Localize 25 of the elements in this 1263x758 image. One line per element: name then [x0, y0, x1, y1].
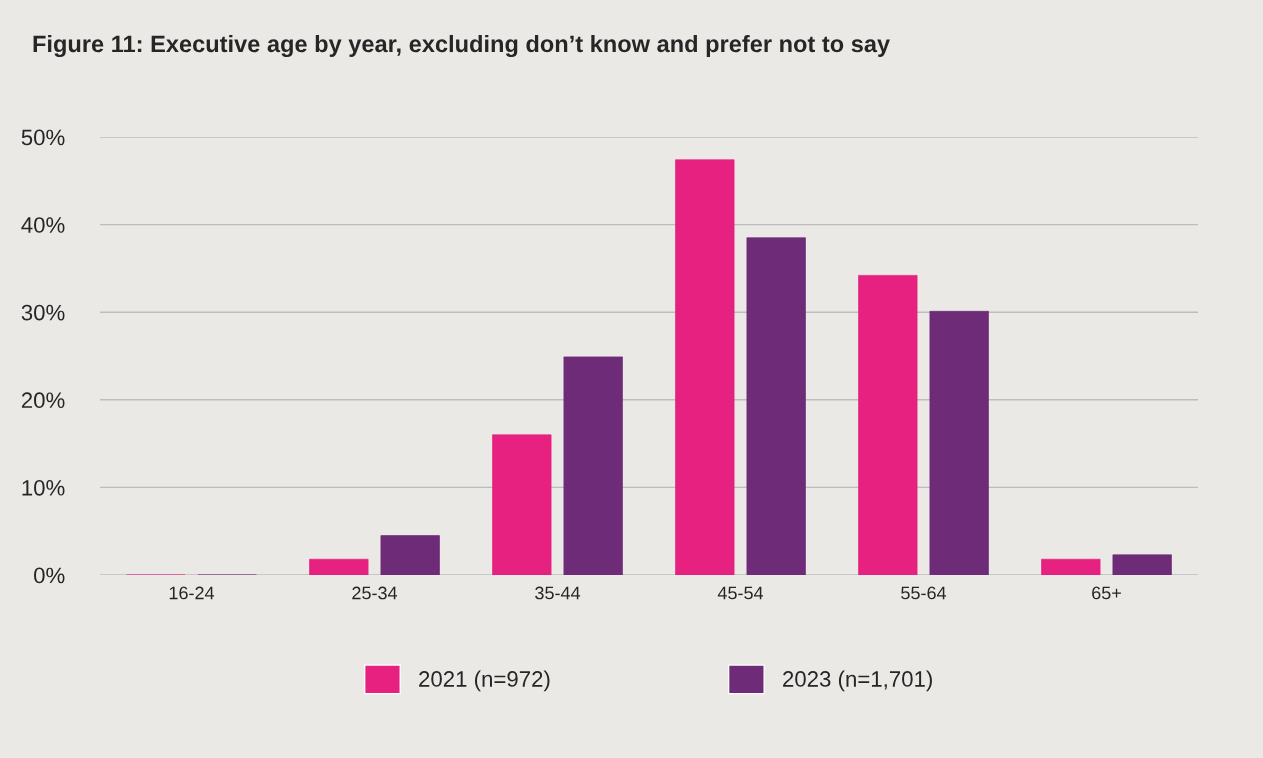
- x-tick-label: 45-54: [717, 586, 764, 600]
- y-tick-label: 0%: [34, 567, 65, 584]
- y-tick-label: 20%: [21, 392, 65, 409]
- bar: [563, 356, 623, 575]
- y-tick-label: 50%: [21, 129, 65, 146]
- bar: [309, 558, 369, 575]
- bar: [492, 434, 552, 575]
- bar: [1041, 558, 1101, 575]
- bar: [675, 159, 735, 575]
- chart-title: Figure 11: Executive age by year, excluding don’t know and prefer not to say: [33, 34, 890, 58]
- bar: [380, 535, 440, 575]
- x-tick-label: 16-24: [169, 586, 215, 600]
- y-tick-label: 10%: [22, 479, 65, 496]
- bar: [1112, 554, 1172, 575]
- x-tick-label: 35-44: [535, 586, 581, 600]
- x-tick-label: 25-34: [352, 586, 398, 600]
- y-tick-label: 40%: [21, 217, 65, 233]
- bar: [746, 237, 806, 575]
- x-tick-label: 55-64: [901, 586, 947, 600]
- bar: [929, 310, 989, 575]
- y-tick-label: 30%: [21, 304, 65, 321]
- x-tick-label: 65+: [1092, 586, 1121, 600]
- bar: [858, 275, 918, 575]
- legend-label: 2021 (n=972): [419, 670, 550, 692]
- legend-label: 2023 (n=1,701): [783, 670, 932, 692]
